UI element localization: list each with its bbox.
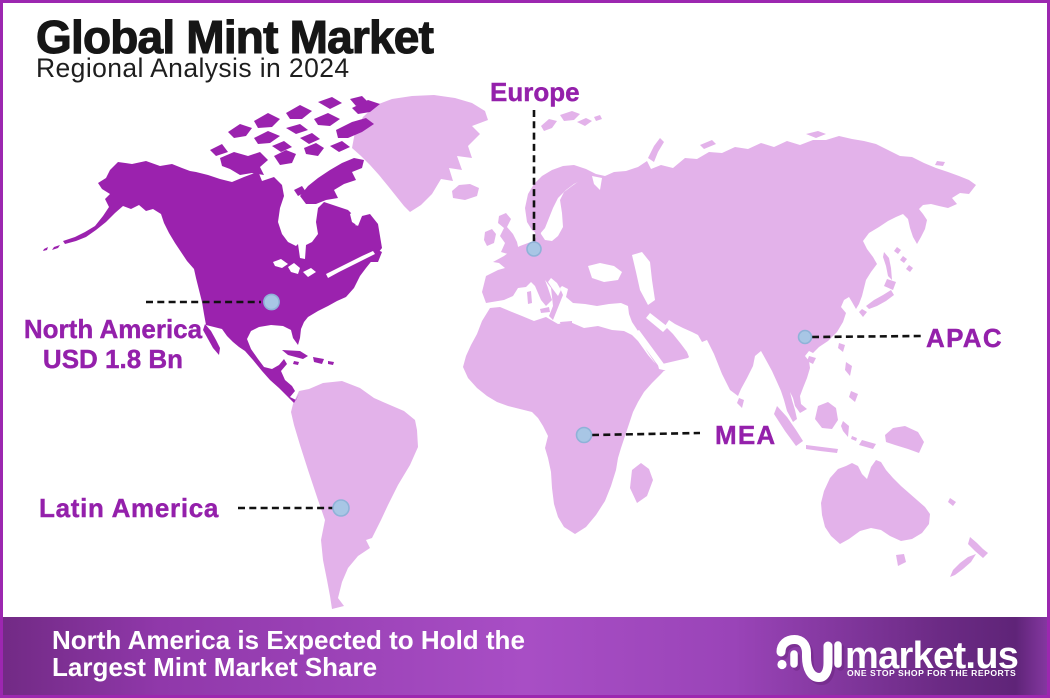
svg-text:market.us: market.us — [845, 635, 1018, 677]
svg-text:ONE STOP SHOP FOR THE REPORTS: ONE STOP SHOP FOR THE REPORTS — [847, 668, 1016, 678]
